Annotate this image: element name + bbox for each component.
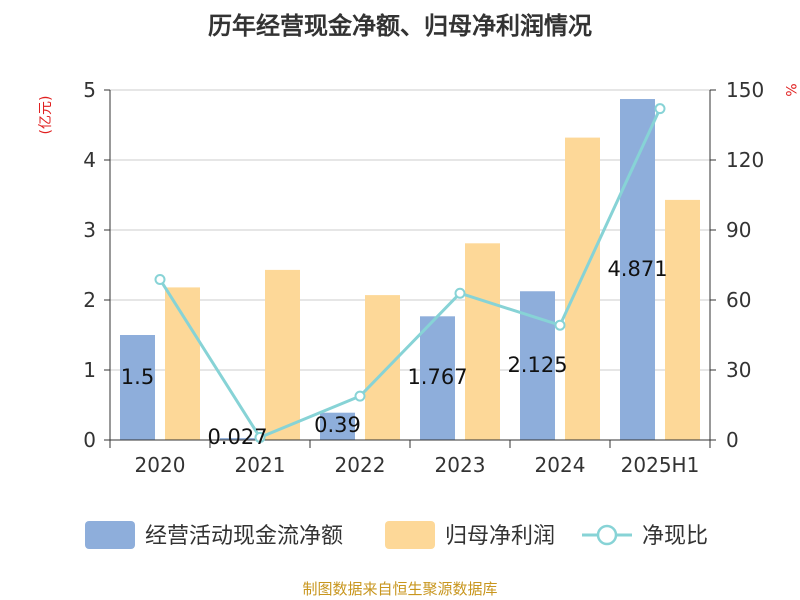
right-tick-label: 60 — [726, 288, 751, 312]
ratio-point — [554, 319, 566, 331]
x-tick-label: 2025H1 — [621, 453, 700, 477]
cashflow-bar — [420, 316, 455, 440]
x-tick-label: 2020 — [135, 453, 186, 477]
left-axis-unit: (亿元) — [38, 96, 54, 135]
left-tick-label: 4 — [83, 148, 96, 172]
legend-swatch-net-profit — [385, 521, 435, 549]
right-tick-label: 30 — [726, 358, 751, 382]
data-labels: 1.5 0.027 0.39 1.767 2.125 4.871 — [121, 257, 668, 449]
legend: 经营活动现金流净额 归母净利润 净现比 — [85, 521, 708, 549]
cashflow-bar — [220, 438, 255, 440]
cashflow-data-label: 0.39 — [314, 413, 361, 437]
ratio-point — [654, 103, 666, 115]
net-profit-bar — [665, 199, 700, 440]
legend-label-ratio: 净现比 — [642, 524, 708, 549]
left-tick-label: 3 — [83, 218, 96, 242]
x-tick-label: 2024 — [535, 453, 586, 477]
cashflow-data-label: 4.871 — [607, 257, 667, 281]
net-profit-bar — [465, 243, 500, 440]
source-note: 制图数据来自恒生聚源数据库 — [302, 580, 497, 598]
cashflow-data-label: 1.5 — [121, 365, 154, 389]
left-tick-label: 2 — [83, 288, 96, 312]
left-y-ticks: 0 1 2 3 4 5 — [83, 78, 110, 452]
ratio-point — [354, 390, 366, 402]
bars — [120, 99, 700, 440]
legend-label-net-profit: 归母净利润 — [445, 524, 555, 549]
cashflow-data-label: 1.767 — [407, 365, 467, 389]
right-tick-label: 120 — [726, 148, 764, 172]
right-y-ticks: 0 30 60 90 120 150 — [710, 78, 764, 452]
cashflow-bar — [520, 291, 555, 440]
cashflow-bar — [320, 412, 355, 440]
x-tick-label: 2022 — [335, 453, 386, 477]
left-tick-label: 0 — [83, 428, 96, 452]
legend-marker-ratio — [596, 524, 618, 546]
ratio-line — [154, 103, 666, 443]
net-profit-bar — [565, 137, 600, 440]
x-tick-label: 2021 — [235, 453, 286, 477]
cashflow-data-label: 2.125 — [507, 353, 567, 377]
x-tick-label: 2023 — [435, 453, 486, 477]
right-tick-label: 150 — [726, 78, 764, 102]
right-tick-label: 90 — [726, 218, 751, 242]
net-profit-bar — [165, 287, 200, 440]
net-profit-bar — [365, 295, 400, 440]
gridlines — [110, 89, 710, 371]
ratio-point — [254, 431, 266, 443]
right-axis-unit: % — [782, 83, 798, 96]
ratio-point — [454, 287, 466, 299]
left-tick-label: 1 — [83, 358, 96, 382]
cashflow-data-label: 0.027 — [207, 425, 267, 449]
ratio-polyline — [158, 108, 662, 440]
ratio-point — [154, 273, 166, 285]
right-tick-label: 0 — [726, 428, 739, 452]
legend-label-cashflow: 经营活动现金流净额 — [145, 524, 343, 549]
left-tick-label: 5 — [83, 78, 96, 102]
cashflow-bar — [120, 335, 155, 440]
chart-title: 历年经营现金净额、归母净利润情况 — [208, 12, 592, 40]
x-ticks: 2020 2021 2022 2023 2024 2025H1 — [109, 440, 711, 477]
legend-swatch-cashflow — [85, 521, 135, 549]
net-profit-bar — [265, 269, 300, 440]
